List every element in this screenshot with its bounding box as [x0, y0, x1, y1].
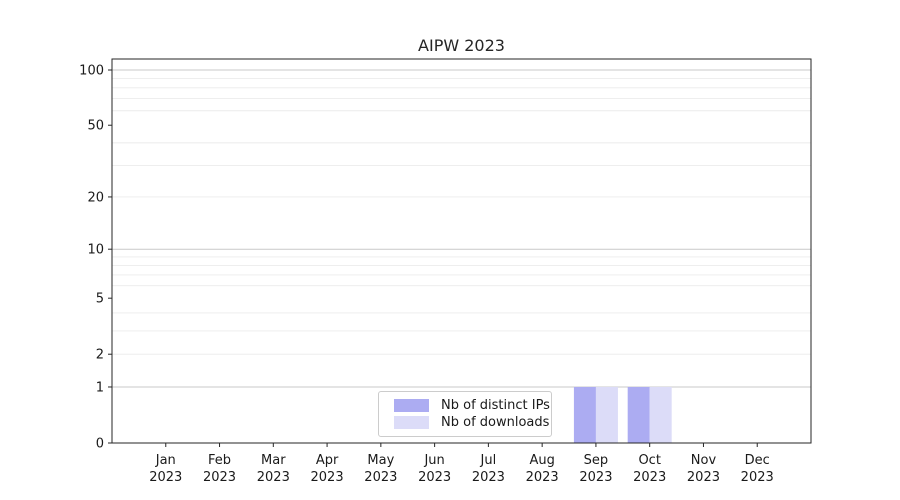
x-tick-label-year: 2023: [418, 470, 451, 485]
legend-swatch-distinct-ips: [394, 399, 429, 412]
x-tick-label-month: Nov: [691, 453, 717, 468]
y-tick-label: 10: [87, 243, 104, 258]
x-tick-label-year: 2023: [203, 470, 236, 485]
legend-label-distinct-ips: Nb of distinct IPs: [441, 398, 550, 413]
y-tick-label: 50: [87, 119, 104, 134]
y-tick-label: 2: [96, 348, 104, 363]
x-tick-label-year: 2023: [741, 470, 774, 485]
x-tick-label-month: Aug: [529, 453, 554, 468]
x-tick-label-month: Jan: [155, 453, 176, 468]
x-tick-label-year: 2023: [257, 470, 290, 485]
x-tick-label-month: Feb: [208, 453, 231, 468]
y-tick-label: 5: [96, 292, 104, 307]
x-tick-label-month: Sep: [584, 453, 609, 468]
x-tick-label-month: Jun: [423, 453, 444, 468]
chart-title: AIPW 2023: [418, 36, 505, 55]
bar-distinct-ips-Sep: [573, 386, 596, 443]
bar-downloads-Oct: [649, 386, 672, 443]
x-tick-label-year: 2023: [579, 470, 612, 485]
x-tick-label-month: Mar: [261, 453, 286, 468]
x-tick-label-year: 2023: [472, 470, 505, 485]
x-tick-label-month: Oct: [638, 453, 660, 468]
legend-item-downloads: Nb of downloads: [394, 415, 549, 430]
x-tick-label-month: Dec: [745, 453, 770, 468]
x-tick-label-year: 2023: [633, 470, 666, 485]
bar-downloads-Sep: [595, 386, 618, 443]
y-tick-label: 1: [96, 380, 104, 395]
x-tick-label-month: Apr: [316, 453, 339, 468]
x-tick-label-month: May: [367, 453, 394, 468]
y-tick-label: 20: [87, 190, 104, 205]
y-tick-label: 100: [79, 64, 104, 79]
y-tick-label: 0: [96, 437, 104, 452]
x-tick-label-month: Jul: [480, 453, 497, 468]
bar-distinct-ips-Oct: [627, 386, 650, 443]
x-tick-label-year: 2023: [149, 470, 182, 485]
x-tick-label-year: 2023: [311, 470, 344, 485]
plot-box: [111, 58, 812, 444]
x-tick-label-year: 2023: [526, 470, 559, 485]
x-tick-label-year: 2023: [364, 470, 397, 485]
legend-label-downloads: Nb of downloads: [441, 415, 550, 430]
x-tick-label-year: 2023: [687, 470, 720, 485]
legend-item-distinct-ips: Nb of distinct IPs: [394, 398, 550, 413]
legend: Nb of distinct IPs Nb of downloads: [378, 391, 552, 437]
legend-swatch-downloads: [394, 416, 429, 429]
